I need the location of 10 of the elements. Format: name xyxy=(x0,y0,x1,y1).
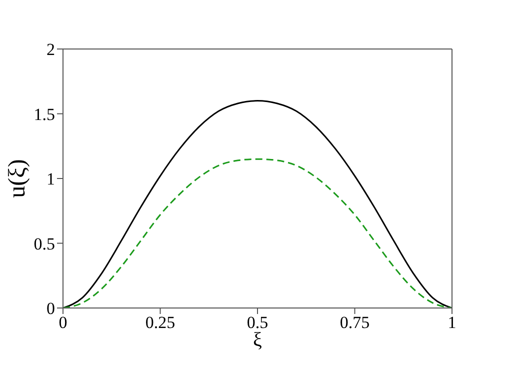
y-tick-label: 1.5 xyxy=(34,104,55,124)
y-tick-label: 0 xyxy=(46,299,55,318)
x-tick-label: 1 xyxy=(448,313,456,332)
y-tick-label: 0.5 xyxy=(34,234,55,254)
y-tick-label: 1 xyxy=(46,170,55,189)
y-axis-title: u(ξ) xyxy=(4,159,31,198)
x-tick-label: 0.25 xyxy=(145,313,176,332)
y-tick-label: 2 xyxy=(46,40,55,60)
x-tick-label: 0.75 xyxy=(340,313,370,332)
x-tick-label: 0 xyxy=(58,313,68,332)
